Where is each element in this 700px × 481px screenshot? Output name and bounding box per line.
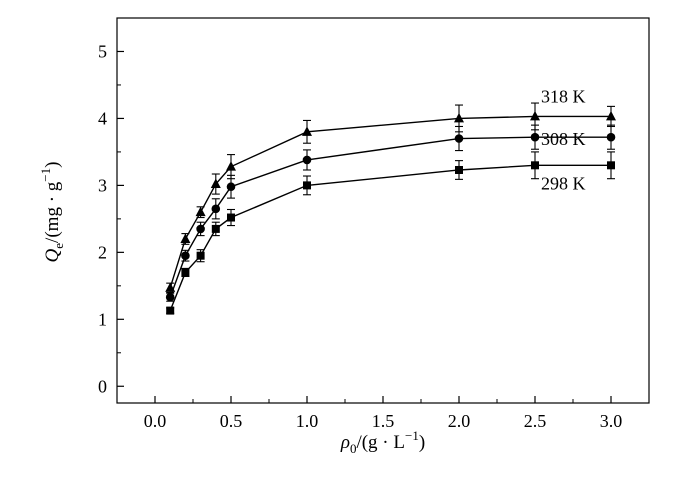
triangle-marker bbox=[210, 178, 221, 189]
series-square bbox=[166, 151, 615, 315]
axis-ticks: 0.0 0.5 1.0 1.5 2.0 2.5 3.0 0 1 2 3 4 5 bbox=[98, 41, 650, 431]
square-marker bbox=[211, 224, 220, 233]
y-tick-label: 0 bbox=[98, 376, 107, 396]
y-axis-label: Qe/(mg · g−1) bbox=[38, 162, 66, 263]
series-line bbox=[169, 136, 611, 298]
square-marker bbox=[303, 181, 311, 190]
x-tick-label: 1.0 bbox=[296, 411, 319, 431]
series-label: 318 K bbox=[541, 86, 586, 106]
circle-marker bbox=[165, 292, 175, 302]
y-tick-label: 5 bbox=[98, 41, 107, 61]
series-labels: 318 K 308 K 298 K bbox=[541, 86, 586, 193]
x-tick-label: 0.0 bbox=[144, 411, 167, 431]
triangle-marker bbox=[302, 126, 312, 136]
y-tick-label: 3 bbox=[98, 175, 107, 195]
series-circle bbox=[165, 124, 616, 302]
x-tick-label: 2.0 bbox=[448, 411, 471, 431]
circle-marker bbox=[196, 224, 205, 234]
square-marker bbox=[196, 251, 205, 260]
square-marker bbox=[607, 161, 615, 170]
square-marker bbox=[181, 268, 190, 277]
triangle-marker bbox=[606, 110, 616, 121]
circle-marker bbox=[226, 182, 236, 192]
circle-marker bbox=[211, 204, 221, 214]
circle-marker bbox=[530, 132, 540, 142]
x-tick-label: 0.5 bbox=[220, 411, 243, 431]
square-marker bbox=[531, 161, 539, 170]
triangle-marker bbox=[180, 233, 191, 243]
square-marker bbox=[455, 165, 463, 174]
triangle-marker bbox=[226, 161, 236, 171]
y-tick-label: 4 bbox=[98, 108, 107, 128]
series-triangle bbox=[165, 102, 616, 294]
series-label: 298 K bbox=[541, 173, 586, 193]
square-marker bbox=[166, 306, 175, 315]
triangle-marker bbox=[195, 206, 206, 217]
y-tick-label: 2 bbox=[98, 242, 107, 262]
circle-marker bbox=[181, 251, 190, 260]
circle-marker bbox=[606, 132, 616, 142]
x-tick-label: 3.0 bbox=[600, 411, 623, 431]
x-tick-label: 1.5 bbox=[372, 411, 395, 431]
circle-marker bbox=[302, 155, 312, 165]
square-marker bbox=[227, 213, 235, 222]
x-tick-label: 2.5 bbox=[524, 411, 547, 431]
x-axis-label: ρ0/(g · L−1) bbox=[340, 428, 425, 456]
series-label: 308 K bbox=[541, 129, 586, 149]
circle-marker bbox=[454, 134, 464, 143]
triangle-marker bbox=[530, 110, 540, 121]
series-layer bbox=[165, 102, 616, 315]
triangle-marker bbox=[454, 112, 464, 123]
y-tick-label: 1 bbox=[98, 309, 107, 329]
plot-frame bbox=[116, 17, 650, 404]
